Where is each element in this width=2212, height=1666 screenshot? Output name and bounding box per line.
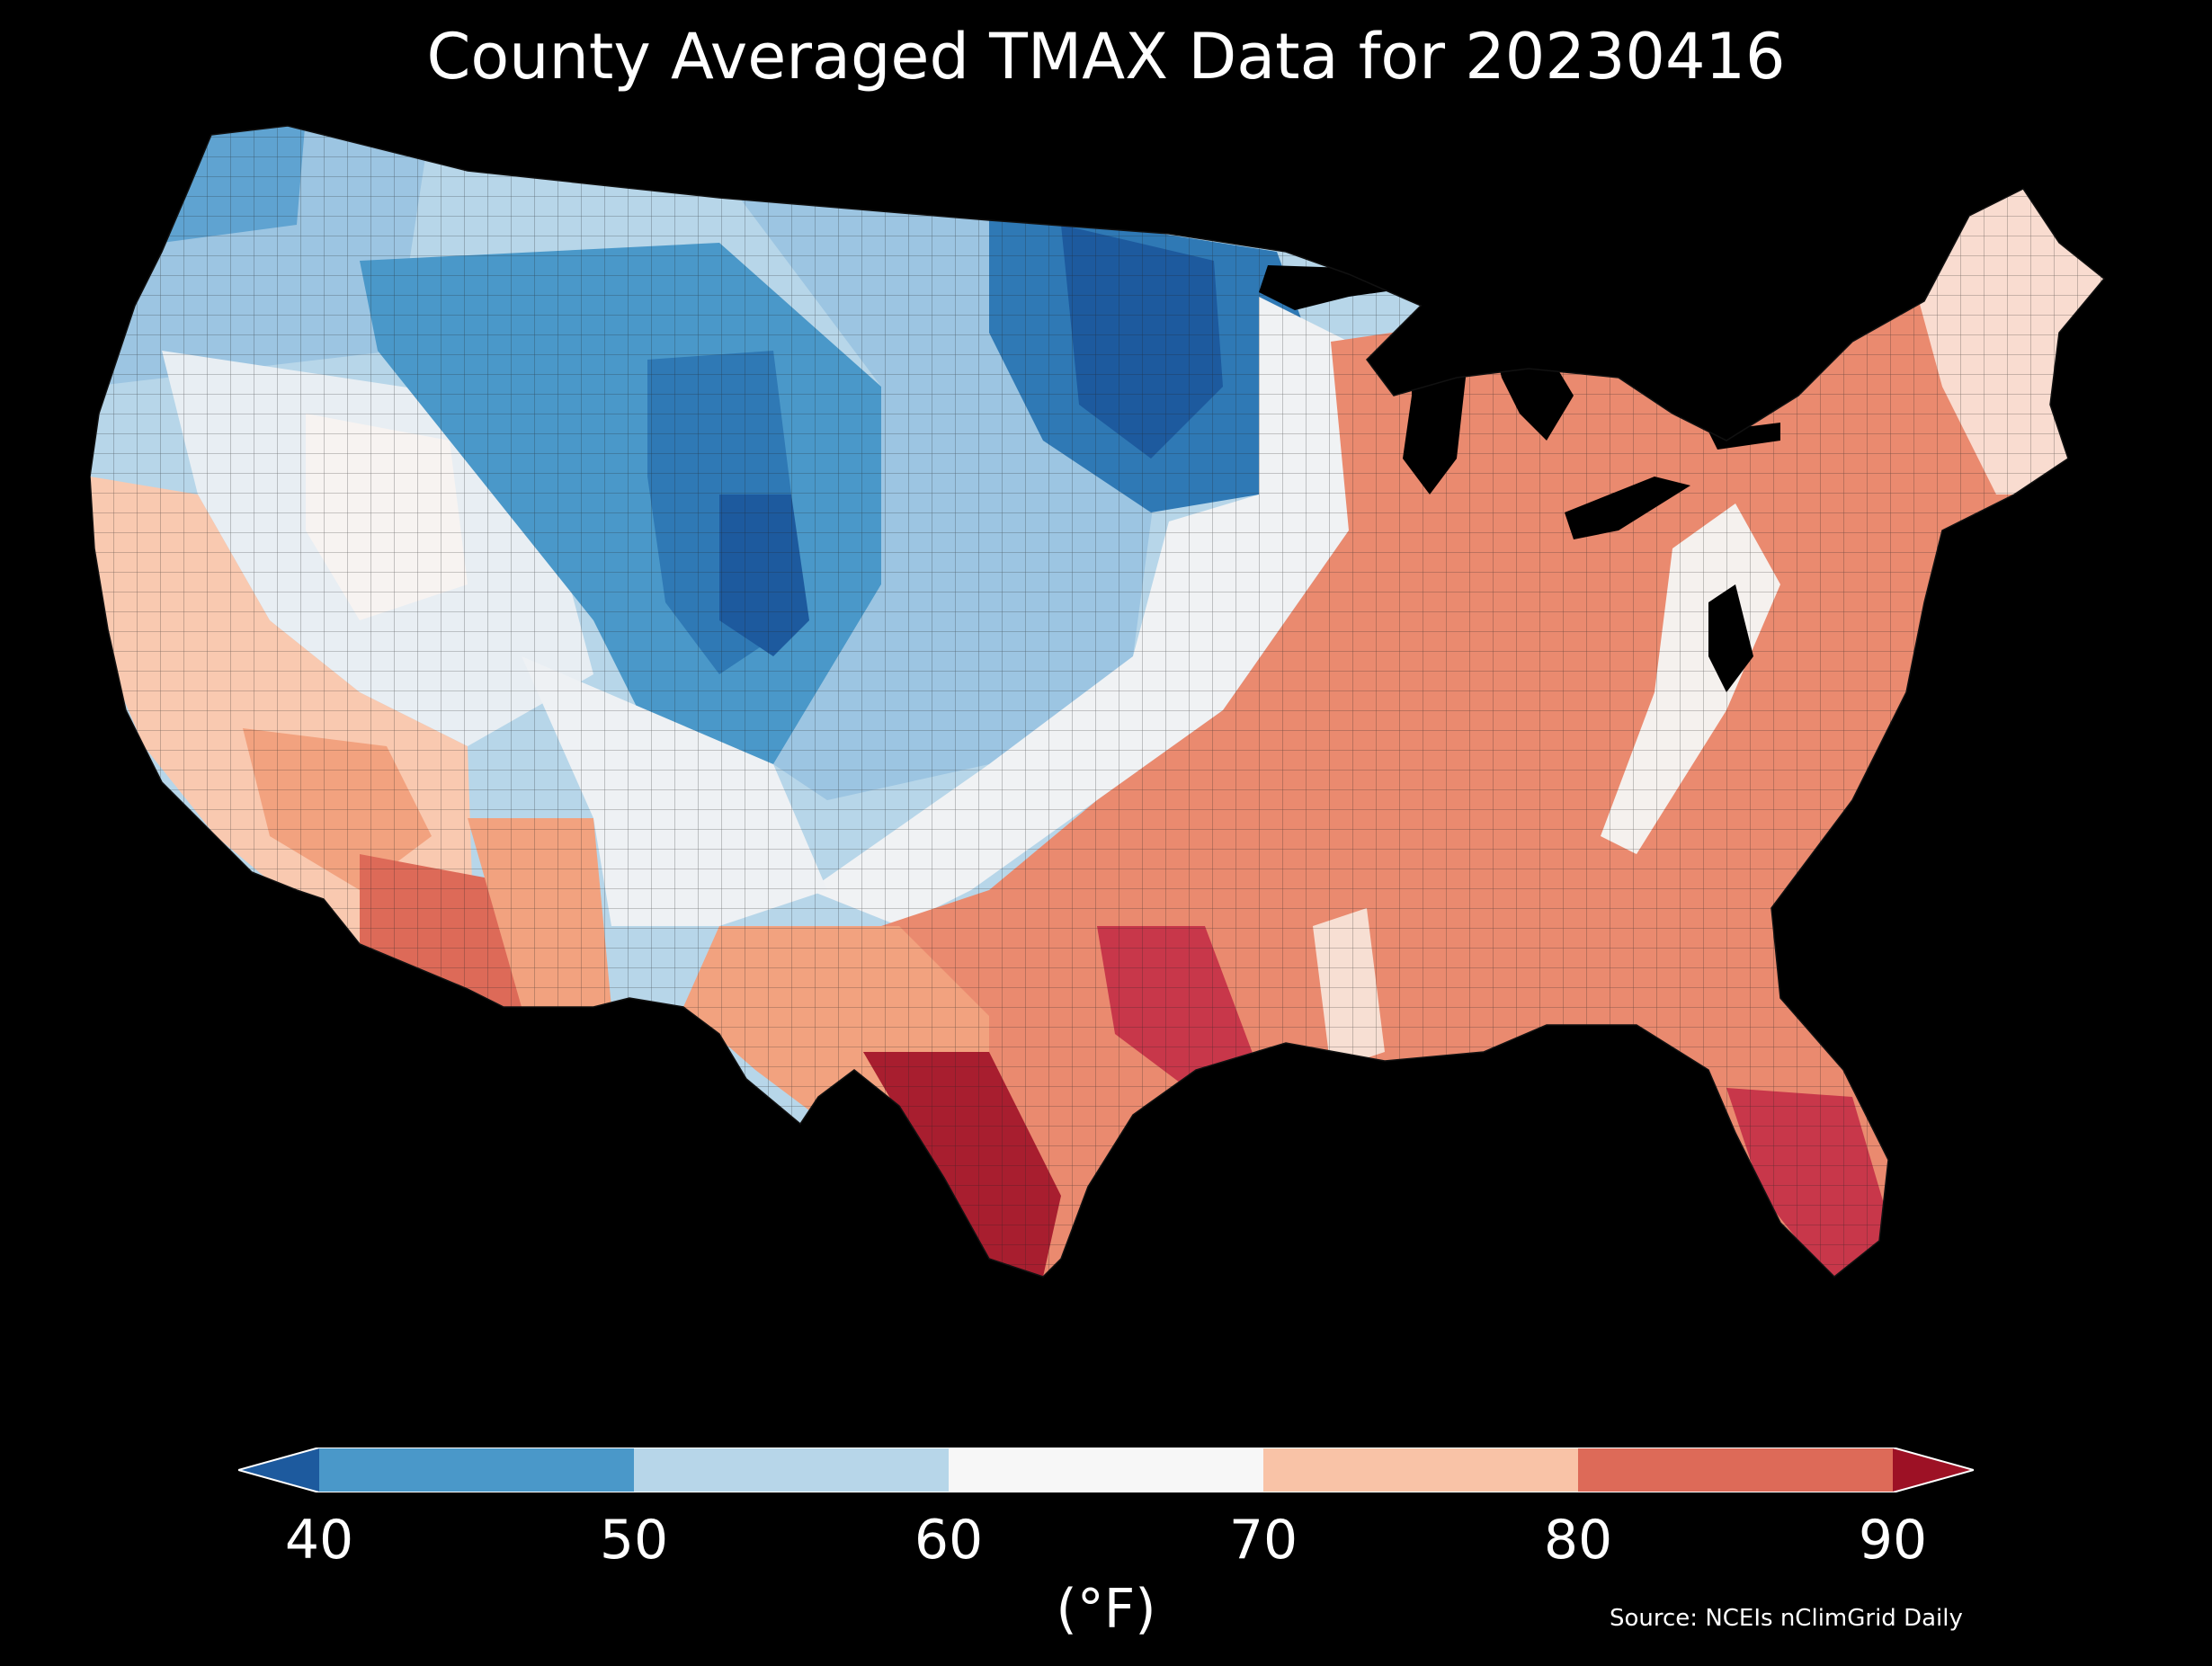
map-svg: [90, 125, 2106, 1278]
us-county-map: [90, 117, 2122, 1376]
colorbar-bin-40-50: [319, 1448, 634, 1492]
colorbar-unit-label: (°F): [1056, 1578, 1156, 1641]
us-outline: [90, 125, 2106, 1278]
county-lines: [90, 126, 2104, 1277]
colorbar-bin-60-70: [949, 1448, 1263, 1492]
colorbar: [238, 1448, 1974, 1492]
lake-superior: [1259, 265, 1412, 310]
lake-ontario: [1708, 423, 1780, 450]
map-regions: [90, 126, 2104, 1277]
lake-michigan: [1403, 324, 1466, 494]
colorbar-tick-70: 70: [1228, 1509, 1298, 1572]
colorbar-tick-80: 80: [1543, 1509, 1613, 1572]
colorbar-bin-70-80: [1263, 1448, 1578, 1492]
colorbar-tick-40: 40: [284, 1509, 354, 1572]
source-note: Source: NCEIs nClimGrid Daily: [1610, 1605, 1963, 1632]
colorbar-extend-high: [1893, 1448, 1974, 1492]
colorbar-tick-90: 90: [1858, 1509, 1928, 1572]
lake-erie: [1565, 477, 1690, 539]
chesapeake-bay: [1708, 584, 1753, 692]
colorbar-extend-low: [238, 1448, 319, 1492]
colorbar-bin-50-60: [634, 1448, 949, 1492]
colorbar-bin-80-90: [1578, 1448, 1893, 1492]
colorbar-tick-60: 60: [914, 1509, 984, 1572]
colorbar-svg: [238, 1448, 1974, 1492]
chart-title: County Averaged TMAX Data for 20230416: [426, 20, 1786, 94]
lake-huron: [1493, 342, 1574, 441]
colorbar-tick-50: 50: [599, 1509, 669, 1572]
